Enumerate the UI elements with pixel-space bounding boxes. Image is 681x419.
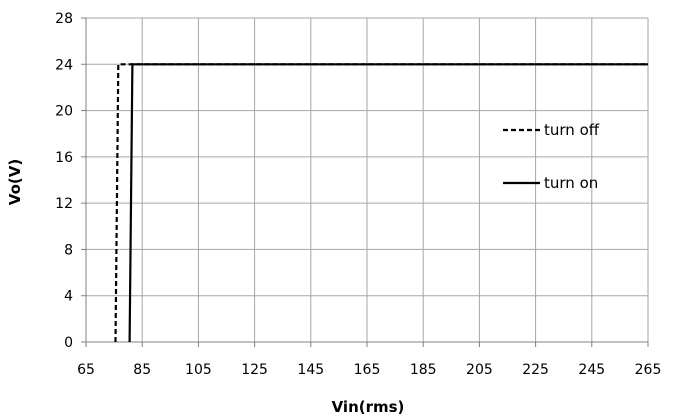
- x-tick-label: 265: [635, 362, 662, 378]
- y-tick-label: 28: [55, 11, 73, 27]
- y-tick-label: 4: [64, 289, 73, 305]
- y-tick-labels: 0 4 8 12 16 20 24 28: [55, 11, 73, 351]
- axes: [81, 17, 649, 347]
- x-tick-label: 125: [241, 362, 268, 378]
- y-tick-label: 0: [64, 335, 73, 351]
- x-tick-label: 145: [297, 362, 324, 378]
- x-tick-label: 105: [185, 362, 212, 378]
- legend-label: turn on: [544, 174, 598, 192]
- x-tick-label: 65: [77, 362, 95, 378]
- legend: turn off turn on: [503, 121, 600, 192]
- x-tick-label: 245: [578, 362, 605, 378]
- x-tick-label: 205: [466, 362, 493, 378]
- series-lines: [114, 63, 648, 343]
- legend-label: turn off: [544, 121, 600, 139]
- x-tick-label: 185: [410, 362, 437, 378]
- x-axis-label: Vin(rms): [332, 398, 405, 416]
- grid-lines: [86, 17, 649, 342]
- series-line-turn-on: [128, 63, 648, 343]
- x-tick-label: 85: [133, 362, 151, 378]
- x-tick-labels: 65 85 105 125 145 165 185 205 225 245 265: [77, 362, 661, 378]
- y-axis-label: Vo(V): [6, 159, 24, 205]
- series-line-turn-off: [114, 63, 648, 343]
- y-tick-label: 8: [64, 242, 73, 258]
- x-tick-label: 225: [522, 362, 549, 378]
- y-tick-label: 16: [55, 150, 73, 166]
- y-tick-label: 24: [55, 57, 73, 73]
- y-tick-label: 12: [55, 196, 73, 212]
- x-tick-label: 165: [354, 362, 381, 378]
- y-tick-label: 20: [55, 104, 73, 120]
